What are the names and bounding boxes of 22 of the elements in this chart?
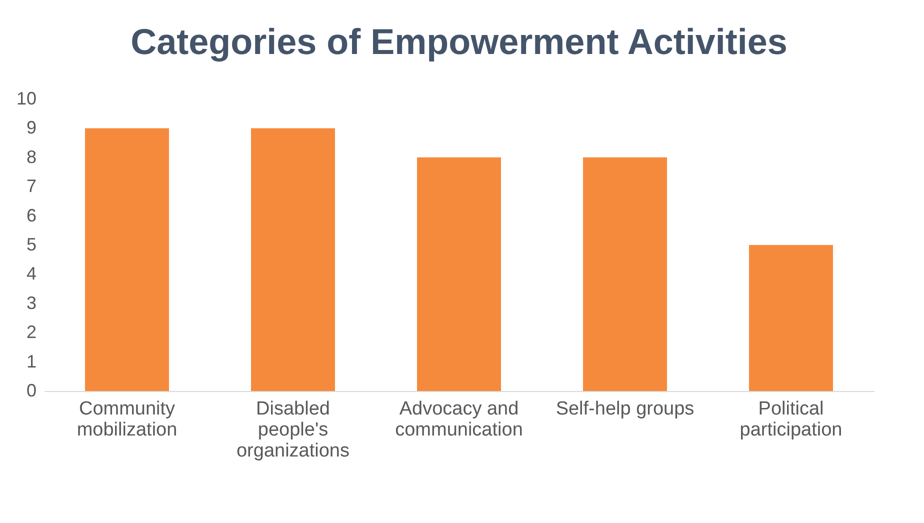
x-tick-label: Self-help groups xyxy=(556,398,694,420)
y-tick-label: 5 xyxy=(26,234,36,254)
x-tick-label: Community mobilization xyxy=(76,398,178,440)
y-tick-label: 3 xyxy=(26,292,36,313)
bar xyxy=(417,157,501,391)
y-tick-label: 6 xyxy=(26,205,36,226)
y-tick-label: 10 xyxy=(16,88,36,108)
x-tick-label: Advocacy and communication xyxy=(395,398,523,440)
x-tick-label: Political participation xyxy=(740,398,842,440)
y-tick-label: 9 xyxy=(26,118,36,138)
x-tick-label: Disabled people's organizations xyxy=(236,398,350,462)
y-tick-label: 0 xyxy=(26,380,36,400)
chart-title: Categories of Empowerment Activities xyxy=(130,21,788,62)
y-tick-label: 7 xyxy=(26,176,36,196)
y-tick-label: 8 xyxy=(26,146,36,167)
bar xyxy=(749,245,833,391)
y-tick-label: 2 xyxy=(26,322,36,342)
y-tick-label: 4 xyxy=(26,264,36,284)
bar xyxy=(251,128,335,391)
bar xyxy=(583,157,667,391)
y-tick-label: 1 xyxy=(26,351,36,372)
bar xyxy=(85,128,169,391)
